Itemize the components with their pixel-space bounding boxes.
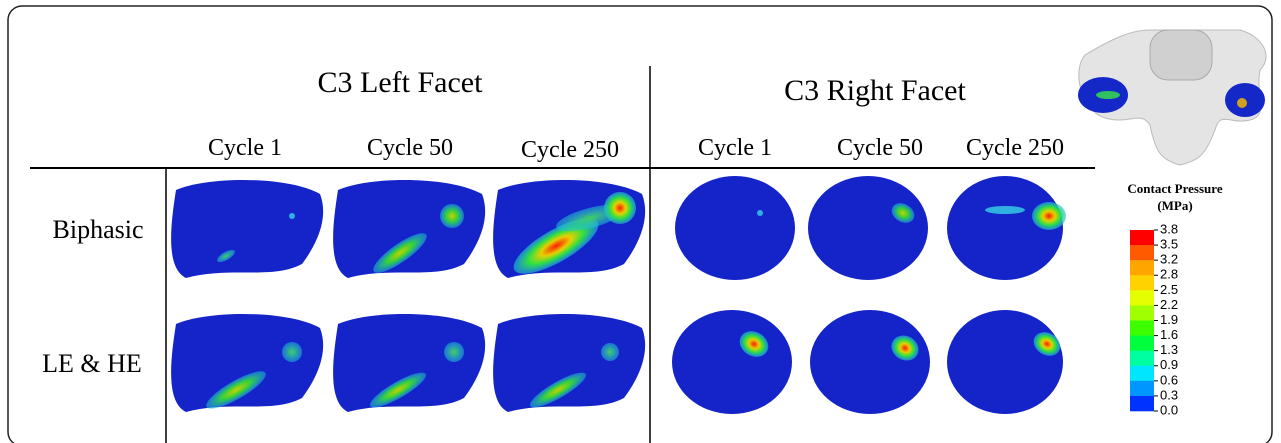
legend-tick-label: 1.6: [1160, 327, 1178, 342]
column-label: Cycle 250: [521, 137, 619, 163]
header-left: C3 Left Facet: [318, 66, 484, 99]
legend-swatch: [1130, 351, 1154, 366]
legend-tick-label: 1.9: [1160, 312, 1178, 327]
legend-swatch: [1130, 366, 1154, 381]
legend-swatch: [1130, 260, 1154, 275]
legend-tick-label: 1.3: [1160, 342, 1178, 357]
legend-swatch: [1130, 230, 1154, 245]
legend-swatch: [1130, 245, 1154, 260]
column-label: Cycle 1: [208, 135, 282, 161]
legend: 3.83.53.22.82.52.21.91.61.30.90.60.30.0: [1130, 221, 1178, 417]
legend-tick-label: 0.3: [1160, 387, 1178, 402]
row-label: Biphasic: [53, 215, 144, 244]
legend-swatch: [1130, 381, 1154, 396]
legend-tick-label: 3.5: [1160, 237, 1178, 252]
row-label: LE & HE: [42, 349, 142, 378]
legend-tick-label: 0.6: [1160, 372, 1178, 387]
legend-tick-label: 2.8: [1160, 267, 1178, 282]
header-right: C3 Right Facet: [784, 74, 966, 107]
column-label: Cycle 50: [367, 135, 453, 161]
figure: C3 Left Facet C3 Right Facet Cycle 1 Cyc…: [0, 0, 1281, 443]
vertebra-illustration: [1078, 30, 1266, 165]
legend-swatch: [1130, 305, 1154, 320]
column-label: Cycle 50: [837, 135, 923, 161]
column-label: Cycle 1: [698, 135, 772, 161]
legend-title: Contact Pressure: [1127, 181, 1222, 196]
legend-tick-label: 3.8: [1160, 221, 1178, 236]
legend-swatch: [1130, 336, 1154, 351]
legend-swatch: [1130, 396, 1154, 411]
legend-tick-label: 3.2: [1160, 252, 1178, 267]
legend-unit: (MPa): [1157, 198, 1192, 213]
legend-tick-label: 2.5: [1160, 282, 1178, 297]
pressure-maps-right: [672, 176, 1066, 414]
legend-tick-label: 0.0: [1160, 402, 1178, 417]
legend-swatch: [1130, 290, 1154, 305]
legend-swatch: [1130, 321, 1154, 336]
pressure-maps-left: [171, 180, 645, 415]
column-label: Cycle 250: [966, 135, 1064, 161]
legend-tick-label: 0.9: [1160, 357, 1178, 372]
legend-swatch: [1130, 275, 1154, 290]
legend-tick-label: 2.2: [1160, 297, 1178, 312]
